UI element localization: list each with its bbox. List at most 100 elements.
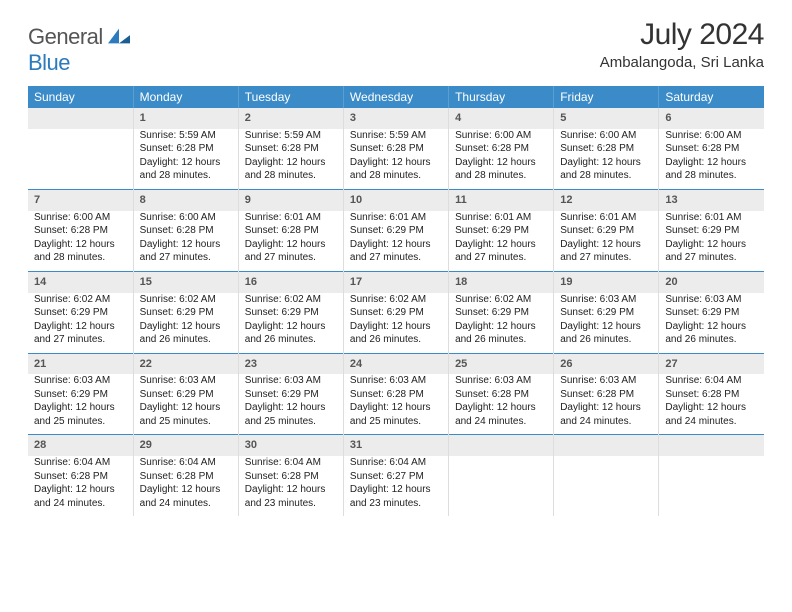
day-cell: Sunrise: 6:01 AMSunset: 6:29 PMDaylight:… xyxy=(554,211,659,272)
day-number: 2 xyxy=(245,112,251,124)
logo-text-blue: Blue xyxy=(28,50,70,75)
day-number: 8 xyxy=(140,194,146,206)
day-cell: Sunrise: 6:00 AMSunset: 6:28 PMDaylight:… xyxy=(449,129,554,190)
sunset-text: Sunset: 6:29 PM xyxy=(245,388,337,402)
daylight-text: Daylight: 12 hours xyxy=(350,320,442,334)
daylight-text: and 26 minutes. xyxy=(455,333,547,347)
location: Ambalangoda, Sri Lanka xyxy=(600,54,764,71)
day-cell: Sunrise: 6:03 AMSunset: 6:28 PMDaylight:… xyxy=(554,374,659,435)
day-cell: Sunrise: 5:59 AMSunset: 6:28 PMDaylight:… xyxy=(133,129,238,190)
weekday-header: Tuesday xyxy=(238,86,343,108)
sunrise-text: Sunrise: 5:59 AM xyxy=(245,129,337,143)
day-number: 5 xyxy=(560,112,566,124)
daynum-cell: 12 xyxy=(554,189,659,210)
daynum-cell: 1 xyxy=(133,108,238,129)
day-cell: Sunrise: 6:01 AMSunset: 6:29 PMDaylight:… xyxy=(449,211,554,272)
daylight-text: and 26 minutes. xyxy=(140,333,232,347)
sunrise-text: Sunrise: 6:02 AM xyxy=(140,293,232,307)
day-cell: Sunrise: 6:00 AMSunset: 6:28 PMDaylight:… xyxy=(659,129,764,190)
sunrise-text: Sunrise: 6:01 AM xyxy=(455,211,547,225)
day-number: 24 xyxy=(350,358,362,370)
daylight-text: and 25 minutes. xyxy=(34,415,127,429)
sunset-text: Sunset: 6:28 PM xyxy=(34,224,127,238)
daylight-text: and 26 minutes. xyxy=(350,333,442,347)
daylight-text: Daylight: 12 hours xyxy=(245,320,337,334)
daylight-text: and 28 minutes. xyxy=(560,169,652,183)
day-number: 7 xyxy=(34,194,40,206)
daynum-cell: 8 xyxy=(133,189,238,210)
sunrise-text: Sunrise: 6:02 AM xyxy=(350,293,442,307)
daylight-text: Daylight: 12 hours xyxy=(350,401,442,415)
daynum-cell: 10 xyxy=(343,189,448,210)
sunrise-text: Sunrise: 6:03 AM xyxy=(560,293,652,307)
daylight-text: Daylight: 12 hours xyxy=(665,401,758,415)
daynum-cell: 28 xyxy=(28,435,133,456)
day-cell: Sunrise: 6:02 AMSunset: 6:29 PMDaylight:… xyxy=(449,293,554,354)
sunrise-text: Sunrise: 6:01 AM xyxy=(350,211,442,225)
daynum-cell xyxy=(554,435,659,456)
daynum-cell: 29 xyxy=(133,435,238,456)
weekday-header: Monday xyxy=(133,86,238,108)
sunset-text: Sunset: 6:28 PM xyxy=(455,388,547,402)
day-cell: Sunrise: 6:01 AMSunset: 6:29 PMDaylight:… xyxy=(343,211,448,272)
daylight-text: and 24 minutes. xyxy=(560,415,652,429)
daylight-text: Daylight: 12 hours xyxy=(560,320,652,334)
day-number: 26 xyxy=(560,358,572,370)
day-number: 29 xyxy=(140,439,152,451)
sunrise-text: Sunrise: 6:02 AM xyxy=(455,293,547,307)
sunset-text: Sunset: 6:28 PM xyxy=(245,470,337,484)
day-cell: Sunrise: 6:00 AMSunset: 6:28 PMDaylight:… xyxy=(133,211,238,272)
daynum-cell: 2 xyxy=(238,108,343,129)
sunrise-text: Sunrise: 6:01 AM xyxy=(560,211,652,225)
sunset-text: Sunset: 6:29 PM xyxy=(245,306,337,320)
day-cell: Sunrise: 6:04 AMSunset: 6:27 PMDaylight:… xyxy=(343,456,448,516)
sunset-text: Sunset: 6:28 PM xyxy=(350,142,442,156)
daylight-text: and 27 minutes. xyxy=(140,251,232,265)
daylight-text: and 24 minutes. xyxy=(140,497,232,511)
sunrise-text: Sunrise: 6:03 AM xyxy=(665,293,758,307)
weekday-header: Sunday xyxy=(28,86,133,108)
daylight-text: and 24 minutes. xyxy=(665,415,758,429)
daynum-cell: 13 xyxy=(659,189,764,210)
month-title: July 2024 xyxy=(600,18,764,52)
day-number: 4 xyxy=(455,112,461,124)
daylight-text: and 27 minutes. xyxy=(34,333,127,347)
sunset-text: Sunset: 6:29 PM xyxy=(455,306,547,320)
daylight-text: Daylight: 12 hours xyxy=(140,401,232,415)
daylight-text: and 27 minutes. xyxy=(245,251,337,265)
daylight-text: and 23 minutes. xyxy=(245,497,337,511)
daylight-text: Daylight: 12 hours xyxy=(560,401,652,415)
daylight-text: Daylight: 12 hours xyxy=(350,483,442,497)
day-number: 18 xyxy=(455,276,467,288)
content-row: Sunrise: 6:02 AMSunset: 6:29 PMDaylight:… xyxy=(28,293,764,354)
sunrise-text: Sunrise: 6:03 AM xyxy=(140,374,232,388)
daylight-text: and 24 minutes. xyxy=(455,415,547,429)
daylight-text: and 27 minutes. xyxy=(560,251,652,265)
daynum-cell: 23 xyxy=(238,353,343,374)
day-number: 23 xyxy=(245,358,257,370)
logo-text: General Blue xyxy=(28,24,130,76)
day-number: 13 xyxy=(665,194,677,206)
day-cell: Sunrise: 6:04 AMSunset: 6:28 PMDaylight:… xyxy=(133,456,238,516)
weekday-header-row: Sunday Monday Tuesday Wednesday Thursday… xyxy=(28,86,764,108)
day-cell: Sunrise: 6:01 AMSunset: 6:28 PMDaylight:… xyxy=(238,211,343,272)
daynum-cell: 3 xyxy=(343,108,448,129)
day-cell: Sunrise: 6:03 AMSunset: 6:28 PMDaylight:… xyxy=(343,374,448,435)
day-cell: Sunrise: 6:00 AMSunset: 6:28 PMDaylight:… xyxy=(28,211,133,272)
daylight-text: Daylight: 12 hours xyxy=(665,320,758,334)
sunset-text: Sunset: 6:29 PM xyxy=(140,306,232,320)
daylight-text: and 28 minutes. xyxy=(665,169,758,183)
daylight-text: Daylight: 12 hours xyxy=(34,483,127,497)
daynum-cell: 17 xyxy=(343,271,448,292)
day-cell: Sunrise: 6:04 AMSunset: 6:28 PMDaylight:… xyxy=(659,374,764,435)
content-row: Sunrise: 6:03 AM Sunset: 6:29 PM Daylight:… xyxy=(28,374,764,435)
day-cell: Sunrise: 6:03 AMSunset: 6:29 PMDaylight:… xyxy=(659,293,764,354)
daylight-text: and 27 minutes. xyxy=(665,251,758,265)
day-number: 25 xyxy=(455,358,467,370)
day-number: 22 xyxy=(140,358,152,370)
day-cell: Sunrise: 6:02 AMSunset: 6:29 PMDaylight:… xyxy=(238,293,343,354)
calendar-table: Sunday Monday Tuesday Wednesday Thursday… xyxy=(28,86,764,516)
sunrise-text: Sunrise: 6:04 AM xyxy=(665,374,758,388)
day-number: 12 xyxy=(560,194,572,206)
daylight-text: and 26 minutes. xyxy=(560,333,652,347)
